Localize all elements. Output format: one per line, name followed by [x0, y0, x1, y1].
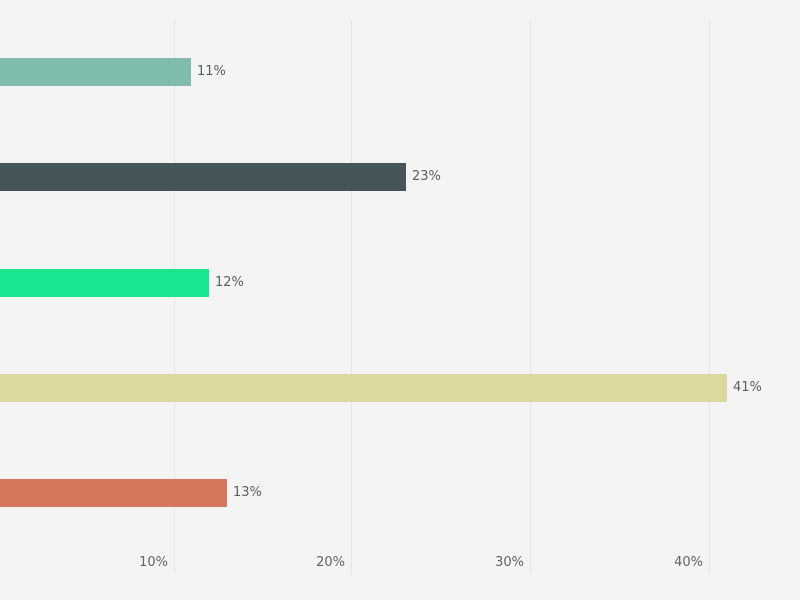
bar-4: [0, 374, 727, 402]
gridline-30: [530, 20, 531, 575]
gridline-40: [709, 20, 710, 575]
x-tick-20: 20%: [316, 555, 345, 570]
bar-1: [0, 58, 191, 86]
gridline-20: [351, 20, 352, 575]
bar-2-value-label: 23%: [412, 169, 441, 184]
bar-5-value-label: 13%: [233, 485, 262, 500]
bar-3: [0, 269, 209, 297]
x-tick-40: 40%: [674, 555, 703, 570]
gridline-10: [174, 20, 175, 575]
bar-2: [0, 163, 406, 191]
bar-5: [0, 479, 227, 507]
bar-1-value-label: 11%: [197, 64, 226, 79]
x-tick-30: 30%: [495, 555, 524, 570]
bar-3-value-label: 12%: [215, 275, 244, 290]
bar-4-value-label: 41%: [733, 380, 762, 395]
x-tick-10: 10%: [139, 555, 168, 570]
